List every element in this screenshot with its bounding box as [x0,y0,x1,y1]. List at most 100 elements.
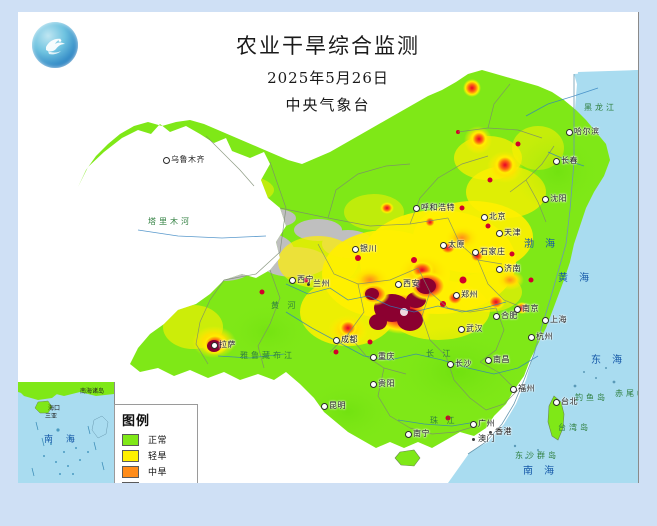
geo-label-4: 雅鲁藏布江 [240,351,295,360]
city-marker-24[interactable] [447,361,454,368]
city-label-0: 乌鲁木齐 [171,155,205,164]
city-marker-25[interactable] [370,381,377,388]
geo-label-8: 赤尾屿 [615,389,638,398]
city-marker-5[interactable] [413,205,420,212]
city-marker-15[interactable] [453,292,460,299]
city-label-17: 重庆 [378,352,395,361]
geo-label-7: 钓鱼岛 [575,393,608,402]
city-marker-0[interactable] [163,157,170,164]
city-marker-11[interactable] [542,196,549,203]
city-marker-14[interactable] [395,281,402,288]
logo-swirl-icon [46,38,65,55]
city-label-8: 太原 [448,240,465,249]
city-marker-30[interactable] [405,431,412,438]
map-canvas [18,12,638,483]
legend-item-1: 轻旱 [122,449,191,462]
city-marker-27[interactable] [510,386,517,393]
city-marker-20[interactable] [514,306,521,313]
city-label-24: 长沙 [455,359,472,368]
city-label-26: 昆明 [329,401,346,410]
legend-rows: 正常轻旱中旱重旱特旱 [122,433,191,483]
city-label-19: 合肥 [501,311,518,320]
city-label-9: 石家庄 [480,247,506,256]
geo-label-0: 黑龙江 [584,103,617,112]
legend-item-2: 中旱 [122,465,191,478]
legend-swatch-1 [122,449,139,462]
city-label-3: 银川 [360,244,377,253]
map-card: 乌鲁木齐 拉萨 西宁 银川 兰州 呼和浩特 北京 天津 太原 石家庄 济南 沈阳 长春 哈尔滨 西安 郑州 成都… [18,12,639,483]
city-marker-16[interactable] [333,337,340,344]
city-marker-10[interactable] [496,266,503,273]
hainan-island [394,449,421,467]
legend-swatch-0 [122,433,139,446]
city-marker-19[interactable] [493,313,500,320]
city-label-11: 沈阳 [550,194,567,203]
city-marker-9[interactable] [472,249,479,256]
city-marker-23[interactable] [485,357,492,364]
legend-label-1: 轻旱 [148,452,168,462]
city-marker-31[interactable] [488,430,492,434]
legend-swatch-3 [122,481,139,483]
geo-label-5: 珠 江 [430,416,458,425]
legend-label-0: 正常 [148,436,168,446]
city-marker-6[interactable] [481,214,488,221]
china-drought-map[interactable]: 乌鲁木齐 拉萨 西宁 银川 兰州 呼和浩特 北京 天津 太原 石家庄 济南 沈阳 长春 哈尔滨 西安 郑州 成都… [18,12,638,483]
sea-label-0: 渤 海 [524,239,560,250]
rivers [137,87,599,427]
city-marker-21[interactable] [542,317,549,324]
ocean-northeast [574,70,638,132]
legend-box: 图例 正常轻旱中旱重旱特旱 [114,404,198,483]
city-label-14: 西安 [403,279,420,288]
city-label-32: 澳门 [478,434,495,443]
city-label-22: 杭州 [536,332,553,341]
taiwan-island [547,395,565,441]
geo-label-9: 东沙群岛 [515,451,559,460]
city-label-28: 台北 [561,397,578,406]
city-marker-22[interactable] [528,334,535,341]
inset-sea-label: 南 海 [44,435,80,445]
sea-label-3: 南 海 [523,466,559,477]
geo-label-3: 长 江 [426,349,454,358]
geo-label-2: 黄 河 [271,301,299,310]
city-marker-8[interactable] [440,242,447,249]
city-label-13: 哈尔滨 [574,127,600,136]
inset-label-haikou: 海口 [48,405,61,412]
islets [513,355,619,459]
city-label-4: 兰州 [313,279,330,288]
city-label-29: 广州 [478,419,495,428]
city-label-30: 南宁 [413,429,430,438]
city-marker-1[interactable] [211,342,218,349]
city-marker-32[interactable] [471,437,475,441]
geo-label-1: 塔里木河 [148,217,192,226]
geo-label-6: 台湾岛 [558,423,591,432]
city-marker-2[interactable] [289,277,296,284]
legend-item-3: 重旱 [122,481,191,483]
city-marker-17[interactable] [370,354,377,361]
south-china-sea-inset-map[interactable]: 南 海 海口 三亚 南海诸岛 [18,382,115,483]
legend-item-0: 正常 [122,433,191,446]
city-marker-28[interactable] [553,399,560,406]
city-marker-7[interactable] [496,230,503,237]
city-label-1: 拉萨 [219,340,236,349]
city-label-31: 香港 [495,427,512,436]
city-marker-26[interactable] [321,403,328,410]
inset-label-sanya: 三亚 [45,413,58,420]
city-marker-12[interactable] [553,158,560,165]
city-marker-4[interactable] [306,282,310,286]
sea-label-1: 黄 海 [558,273,594,284]
city-label-21: 上海 [550,315,567,324]
city-label-5: 呼和浩特 [421,203,455,212]
city-label-27: 福州 [518,384,535,393]
city-marker-3[interactable] [352,246,359,253]
legend-swatch-2 [122,465,139,478]
inset-canvas [18,382,114,483]
legend-label-3: 重旱 [148,481,167,483]
city-marker-29[interactable] [470,421,477,428]
city-label-12: 长春 [561,156,578,165]
city-marker-18[interactable] [458,326,465,333]
province-borders [195,83,555,435]
city-label-20: 南京 [522,304,539,313]
coastline [467,74,575,455]
city-marker-13[interactable] [566,129,573,136]
